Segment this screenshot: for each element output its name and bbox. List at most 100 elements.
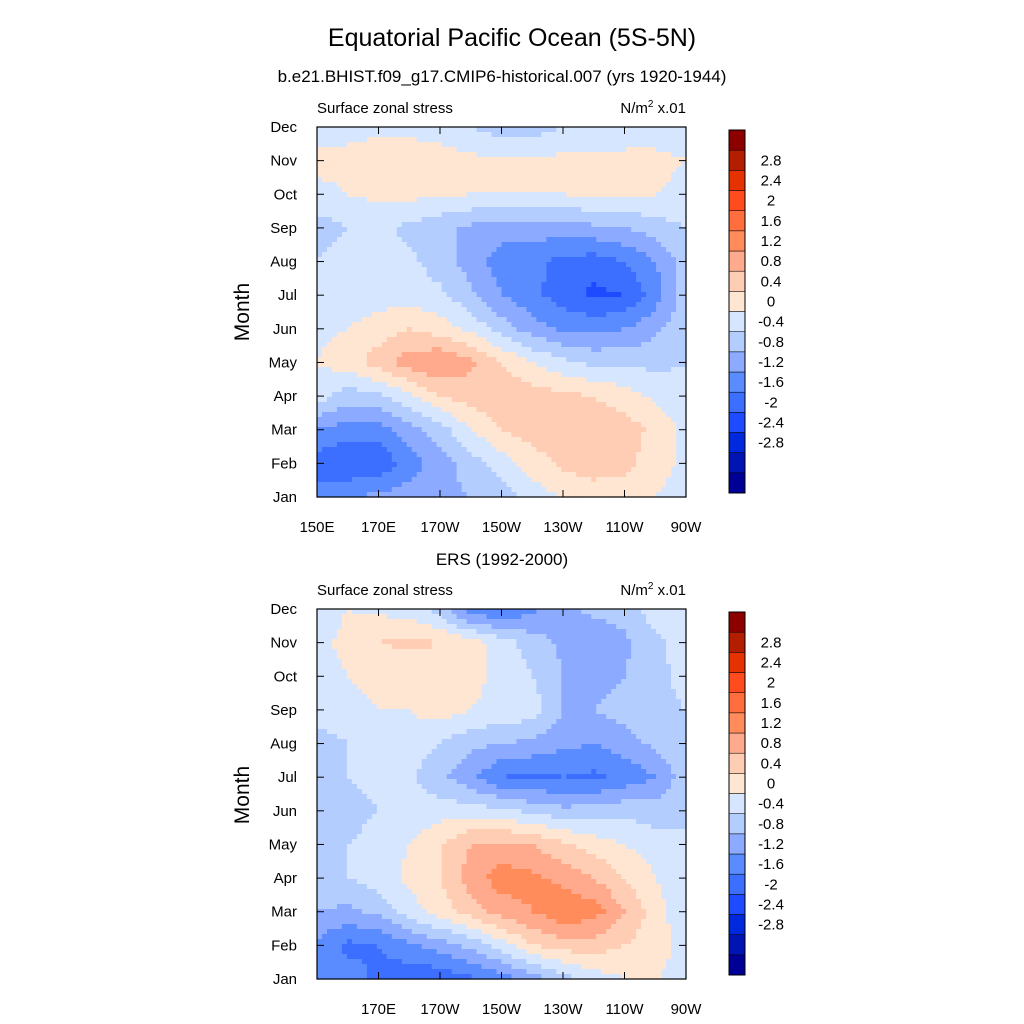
heatmap-cell — [371, 372, 378, 378]
heatmap-cell — [676, 382, 682, 388]
heatmap-cell — [416, 427, 423, 433]
heatmap-cell — [616, 312, 622, 318]
heatmap-cell — [661, 142, 667, 148]
heatmap-cell — [426, 422, 433, 428]
heatmap-cell — [536, 322, 542, 328]
heatmap-cell — [326, 302, 333, 308]
heatmap-cell — [476, 277, 483, 283]
heatmap-cell — [591, 337, 597, 343]
heatmap-cell — [661, 292, 667, 298]
heatmap-cell — [536, 237, 542, 243]
heatmap-cell — [331, 227, 338, 233]
heatmap-cell — [646, 217, 652, 223]
heatmap-cell — [501, 227, 508, 233]
heatmap-cell — [496, 452, 503, 458]
heatmap-cell — [656, 277, 662, 283]
heatmap-cell — [651, 277, 657, 283]
heatmap-cell — [421, 132, 428, 138]
heatmap-cell — [451, 207, 458, 213]
heatmap-cell — [466, 437, 473, 443]
heatmap-cell — [346, 367, 353, 373]
heatmap-cell — [436, 382, 443, 388]
heatmap-cell — [476, 417, 483, 423]
heatmap-cell — [406, 462, 413, 468]
heatmap-cell — [466, 137, 473, 143]
heatmap-cell — [551, 162, 557, 168]
heatmap-cell — [456, 262, 463, 268]
heatmap-cell — [571, 287, 577, 293]
heatmap-cell — [436, 242, 443, 248]
heatmap-cell — [481, 352, 488, 358]
heatmap-cell — [461, 452, 468, 458]
heatmap-cell — [561, 242, 567, 248]
heatmap-cell — [676, 192, 682, 198]
heatmap-cell — [376, 242, 383, 248]
heatmap-cell — [571, 282, 577, 288]
heatmap-cell — [341, 192, 348, 198]
heatmap-cell — [531, 292, 538, 298]
heatmap-cell — [461, 132, 468, 138]
heatmap-cell — [376, 422, 383, 428]
heatmap-cell — [406, 167, 413, 173]
heatmap-cell — [646, 297, 652, 303]
heatmap-cell — [656, 147, 662, 153]
heatmap-cell — [681, 232, 687, 238]
heatmap-cell — [556, 257, 562, 263]
heatmap-cell — [546, 382, 552, 388]
heatmap-cell — [666, 132, 672, 138]
heatmap-cell — [516, 342, 523, 348]
heatmap-cell — [336, 452, 343, 458]
heatmap-cell — [606, 392, 612, 398]
heatmap-cell — [431, 397, 438, 403]
heatmap-cell — [531, 282, 538, 288]
heatmap-cell — [486, 417, 493, 423]
heatmap-cell — [396, 317, 403, 323]
heatmap-cell — [401, 437, 408, 443]
heatmap-cell — [346, 312, 353, 318]
heatmap-cell — [541, 157, 547, 163]
heatmap-cell — [601, 167, 607, 173]
heatmap-cell — [551, 172, 557, 178]
heatmap-cell — [476, 382, 483, 388]
heatmap-cell — [451, 462, 458, 468]
heatmap-cell — [611, 177, 617, 183]
heatmap-cell — [546, 257, 552, 263]
heatmap-cell — [526, 132, 533, 138]
heatmap-cell — [536, 412, 542, 418]
heatmap-cell — [436, 302, 443, 308]
heatmap-cell — [556, 432, 562, 438]
heatmap-cell — [481, 127, 488, 133]
heatmap-cell — [611, 422, 617, 428]
heatmap-cell — [551, 152, 557, 158]
heatmap-cell — [571, 447, 577, 453]
heatmap-cell — [566, 417, 572, 423]
heatmap-cell — [521, 357, 528, 363]
heatmap-cell — [356, 332, 363, 338]
heatmap-cell — [356, 147, 363, 153]
heatmap-cell — [516, 402, 523, 408]
heatmap-cell — [371, 432, 378, 438]
heatmap-cell — [576, 152, 582, 158]
heatmap-cell — [401, 187, 408, 193]
heatmap-cell — [471, 337, 478, 343]
heatmap-cell — [331, 287, 338, 293]
heatmap-cell — [536, 292, 542, 298]
heatmap-cell — [651, 397, 657, 403]
heatmap-cell — [396, 167, 403, 173]
heatmap-cell — [491, 127, 498, 133]
heatmap-cell — [661, 127, 667, 133]
heatmap-cell — [631, 337, 637, 343]
heatmap-cell — [391, 357, 398, 363]
heatmap-cell — [531, 262, 538, 268]
heatmap-cell — [431, 352, 438, 358]
heatmap-cell — [391, 317, 398, 323]
heatmap-cell — [616, 217, 622, 223]
heatmap-cell — [451, 232, 458, 238]
heatmap-cell — [366, 212, 373, 218]
heatmap-cell — [586, 357, 592, 363]
heatmap-cell — [471, 437, 478, 443]
heatmap-cell — [366, 292, 373, 298]
heatmap-cell — [646, 372, 652, 378]
heatmap-cell — [376, 332, 383, 338]
heatmap-cell — [641, 202, 647, 208]
